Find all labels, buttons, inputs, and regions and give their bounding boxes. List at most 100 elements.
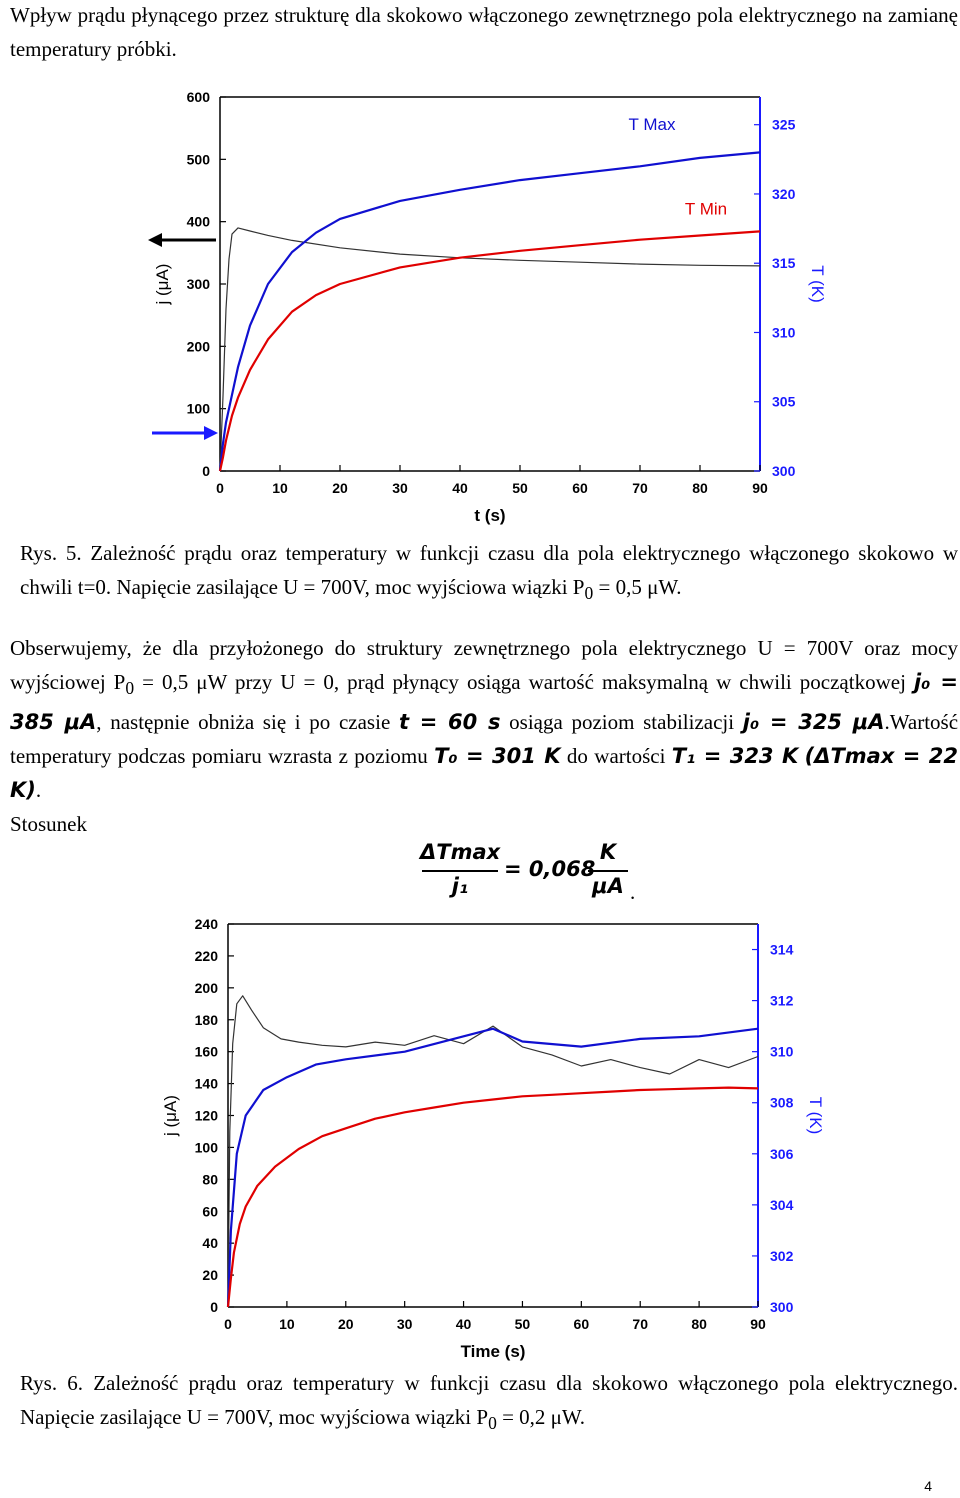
y-tick-label: 140 — [195, 1076, 219, 1092]
x-tick-label: 0 — [224, 1316, 232, 1332]
x-tick-label: 40 — [452, 480, 468, 496]
body-text-7: . — [35, 778, 42, 803]
y-tick-label: 180 — [195, 1012, 219, 1028]
y2-axis-label: T (K) — [808, 265, 827, 302]
y-axis-label: j (μA) — [153, 264, 172, 306]
x-tick-label: 10 — [279, 1316, 295, 1332]
y-tick-label: 200 — [195, 980, 219, 996]
body-sub: 0 — [125, 678, 135, 699]
y2-tick-label: 300 — [770, 1299, 794, 1315]
equation-T1: T₁ = 323 K — [671, 744, 799, 769]
y-tick-label: 160 — [195, 1044, 219, 1060]
y2-tick-label: 310 — [770, 1044, 794, 1060]
series-line-j — [227, 995, 759, 1308]
intro-paragraph: Wpływ prądu płynącego przez strukturę dl… — [10, 3, 958, 61]
y-tick-label: 300 — [187, 276, 211, 292]
y-tick-label: 40 — [202, 1235, 218, 1251]
x-tick-label: 70 — [632, 480, 648, 496]
annotation-t-min: T Min — [685, 200, 727, 219]
ratio-unit-bar — [588, 870, 628, 872]
figure-6-chart: 0 10 20 30 40 50 60 70 80 90 0 20 40 60 80 100 120 140 160… — [161, 916, 825, 1361]
y-tick-label: 600 — [187, 89, 211, 105]
series-line-j-red — [226, 1086, 759, 1308]
x-tick-label: 40 — [456, 1316, 472, 1332]
x-axis-label: Time (s) — [461, 1342, 526, 1361]
annotation-t-max: T Max — [629, 115, 676, 134]
y2-tick-label: 308 — [770, 1095, 794, 1111]
y-tick-label: 100 — [187, 401, 211, 417]
y2-tick-label: 306 — [770, 1146, 794, 1162]
ratio-unit-num: K — [599, 840, 617, 864]
ratio-numerator: ΔTmax — [420, 840, 501, 864]
y-tick-label: 240 — [195, 916, 219, 932]
caption-5-suffix: = 0,5 μW. — [593, 575, 682, 599]
series-line-t-min — [218, 230, 761, 472]
x-tick-label: 0 — [216, 480, 224, 496]
equation-j0-stab: j₀ = 325 μA — [742, 710, 885, 735]
ratio-bar — [422, 870, 498, 872]
y2-tick-label: 312 — [770, 993, 794, 1009]
caption-6-text: Rys. 6. Zależność prądu oraz temperatury… — [20, 1371, 958, 1429]
ratio-unit-den: μA — [592, 874, 624, 898]
body-text-6: do wartości — [560, 744, 672, 769]
body-paragraph: Obserwujemy, że dla przyłożonego do stru… — [10, 631, 958, 841]
equation-j0-max: j₀ = 385 μA — [10, 670, 959, 735]
y2-tick-label: 300 — [772, 463, 796, 479]
arrow-head-left-black — [148, 233, 162, 247]
y2-tick-label: 302 — [770, 1248, 794, 1264]
ratio-denominator: j₁ — [451, 874, 469, 898]
y-tick-label: 200 — [187, 338, 211, 354]
equation-t: t = 60 s — [398, 710, 501, 735]
body-text-5: .Wartość temperatury podczas pomiaru wzr… — [10, 710, 959, 769]
series-line-t — [226, 1027, 759, 1308]
caption-5-text: Rys. 5. Zależność prądu oraz temperatury… — [20, 541, 958, 599]
y-tick-label: 80 — [202, 1171, 218, 1187]
y2-axis-label: T (K) — [806, 1097, 825, 1134]
y2-tick-label: 315 — [772, 255, 796, 271]
body-text-2: = 0,5 μW przy U = 0, prąd płynący osiąga… — [134, 670, 914, 694]
y2-tick-label: 305 — [772, 394, 796, 410]
x-tick-label: 10 — [272, 480, 288, 496]
ratio-value: = 0,068 — [504, 857, 596, 881]
y-tick-label: 500 — [187, 151, 211, 167]
figure-5-caption: Rys. 5. Zależność prądu oraz temperatury… — [10, 536, 958, 610]
x-axis-label: t (s) — [474, 506, 505, 525]
body-text-1: Obserwujemy, że dla przyłożonego do stru… — [10, 636, 958, 694]
caption-5-sub: 0 — [584, 583, 594, 604]
x-tick-label: 90 — [750, 1316, 766, 1332]
y2-tick-label: 304 — [770, 1197, 794, 1213]
figure-6-caption: Rys. 6. Zależność prądu oraz temperatury… — [10, 1366, 958, 1440]
caption-6-sub: 0 — [488, 1413, 497, 1434]
x-tick-label: 70 — [632, 1316, 648, 1332]
x-tick-label: 50 — [512, 480, 528, 496]
x-tick-label: 80 — [691, 1316, 707, 1332]
x-tick-label: 90 — [752, 480, 768, 496]
x-tick-label: 80 — [692, 480, 708, 496]
y-tick-label: 220 — [195, 948, 219, 964]
ratio-end: . — [630, 880, 636, 904]
equation-T0: T₀ = 301 K — [434, 744, 561, 769]
y-tick-label: 0 — [202, 463, 210, 479]
y2-tick-label: 325 — [772, 117, 796, 133]
y-tick-label: 120 — [195, 1108, 219, 1124]
equation-dT: (ΔTmax = 22 K) — [10, 744, 959, 803]
y-tick-label: 0 — [210, 1299, 218, 1315]
y-tick-label: 20 — [202, 1267, 218, 1283]
page-number: 4 — [924, 1478, 932, 1494]
y-tick-label: 60 — [202, 1203, 218, 1219]
caption-6-suffix: = 0,2 μW. — [496, 1405, 586, 1429]
y2-tick-label: 320 — [772, 186, 796, 202]
series-line-t-max — [218, 151, 761, 472]
x-tick-label: 30 — [397, 1316, 413, 1332]
figure-5-chart: 0 10 20 30 40 50 60 70 80 90 0 100 200 300 400 500 600 30… — [148, 89, 827, 525]
y2-tick-label: 314 — [770, 942, 794, 958]
x-tick-label: 20 — [338, 1316, 354, 1332]
body-stosunek: Stosunek — [10, 812, 88, 837]
y-tick-label: 400 — [187, 214, 211, 230]
x-tick-label: 30 — [392, 480, 408, 496]
body-text-3: , następnie obniża się i po czasie — [96, 710, 399, 735]
series-line-j — [219, 227, 761, 472]
y-tick-label: 100 — [195, 1139, 219, 1155]
y2-tick-label: 310 — [772, 324, 796, 340]
x-tick-label: 60 — [574, 1316, 590, 1332]
